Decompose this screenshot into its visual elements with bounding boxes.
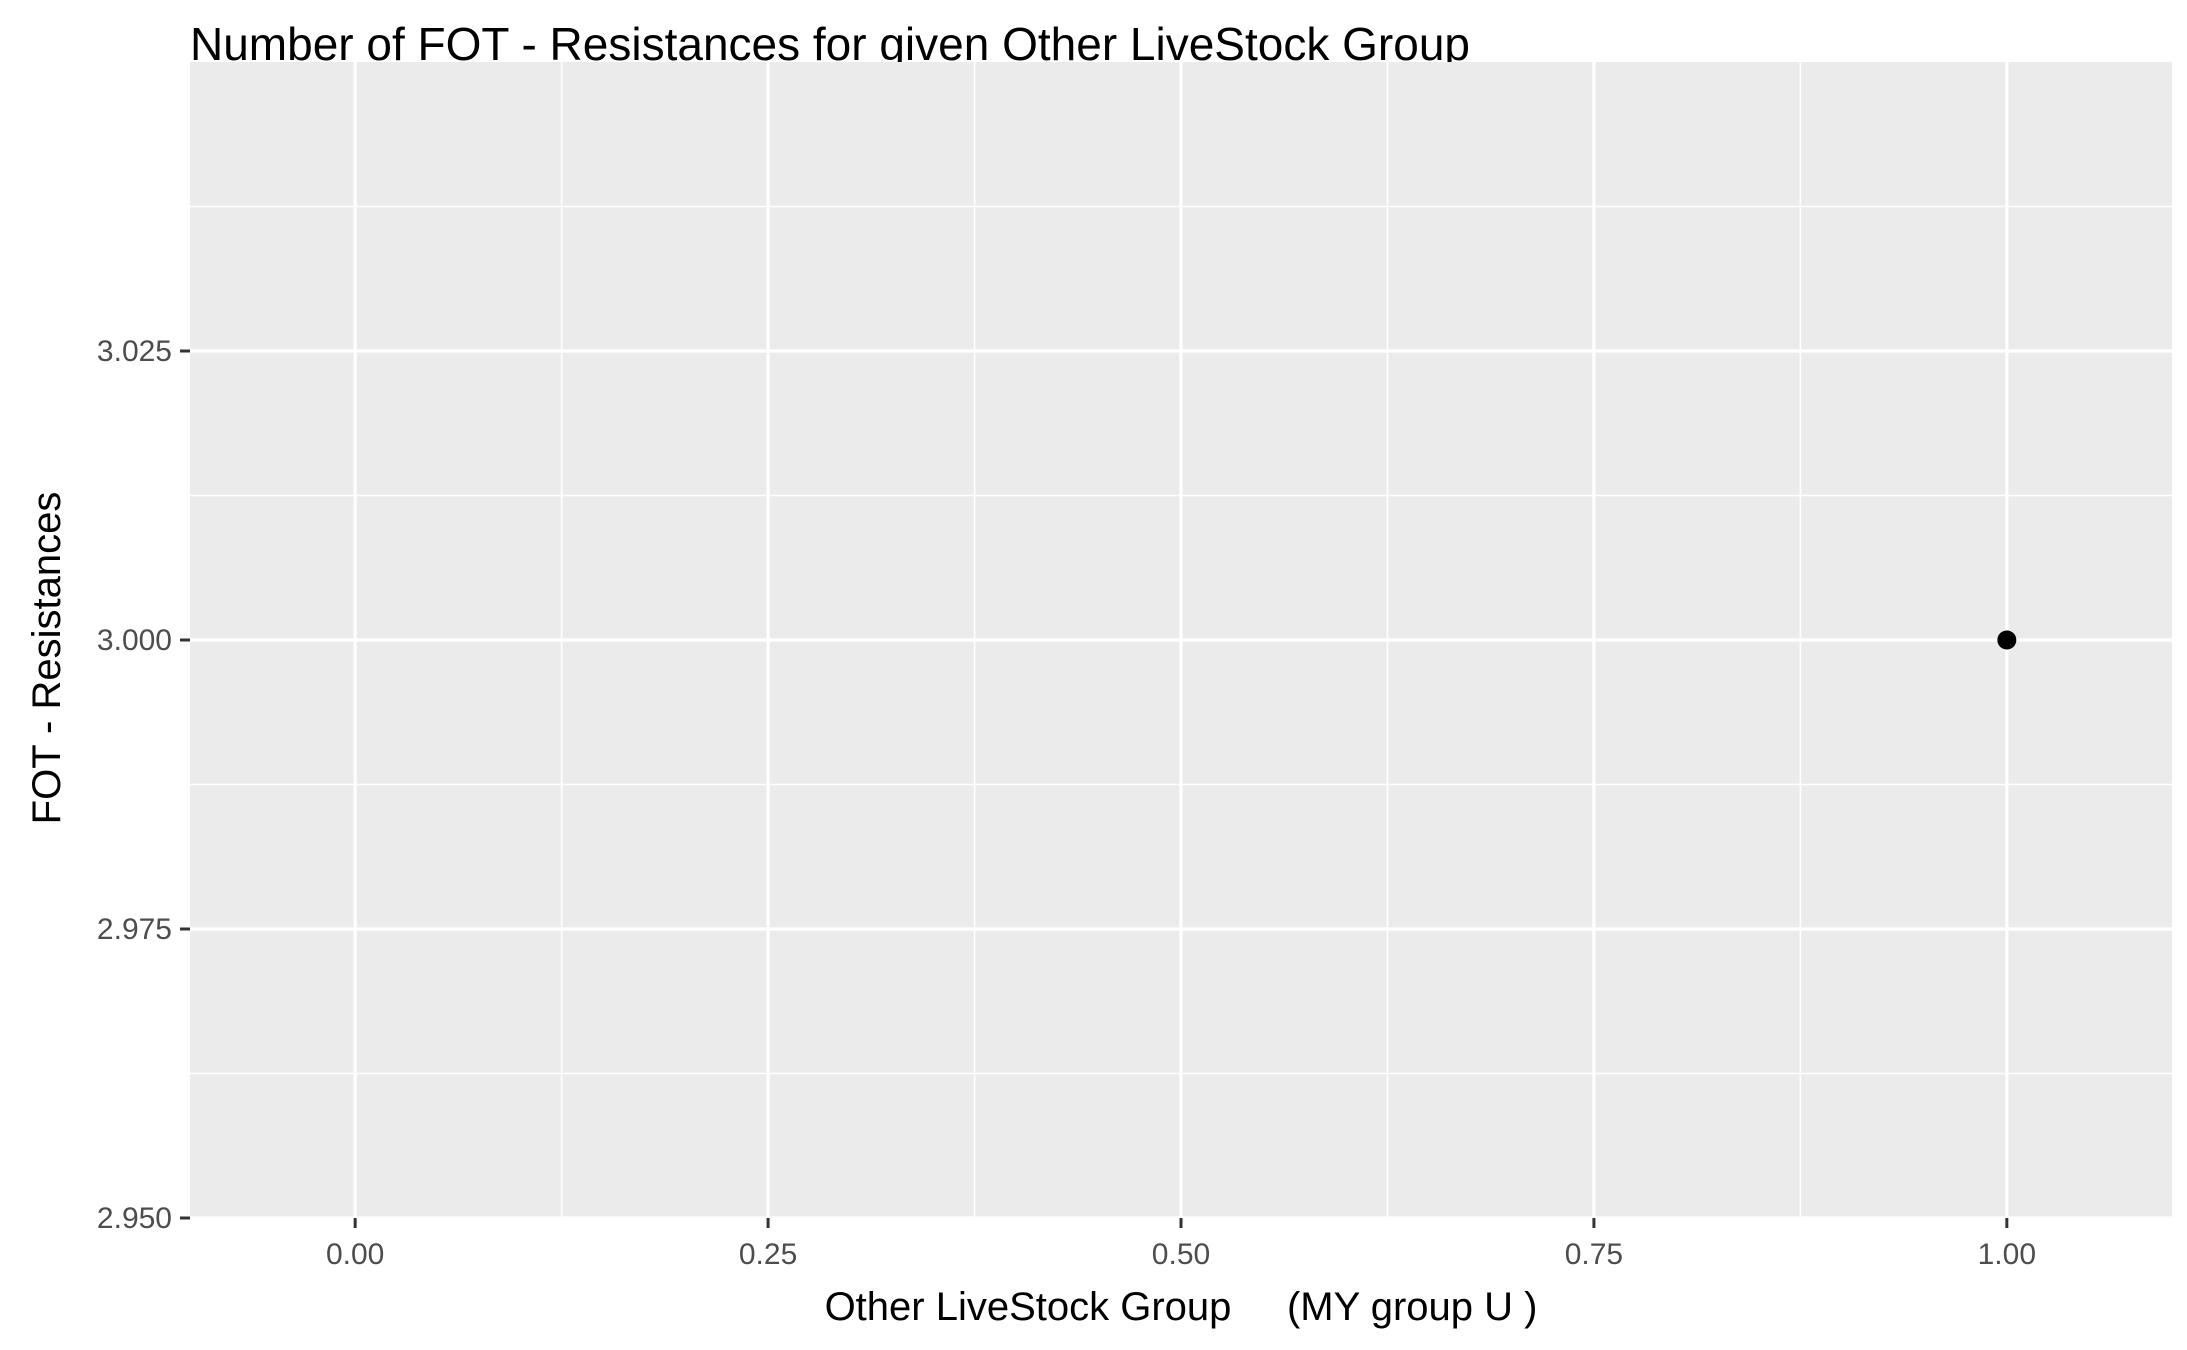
- x-tick-label: 0.00: [326, 1238, 384, 1271]
- data-point: [1997, 630, 2017, 650]
- y-tick-label: 3.025: [97, 335, 172, 368]
- grid-lines: [190, 62, 2172, 1220]
- x-axis-title: Other LiveStock Group (MY group U ): [825, 1285, 1538, 1329]
- data-points: [1997, 630, 2017, 650]
- y-tick-label: 2.950: [97, 1202, 172, 1235]
- chart-title: Number of FOT - Resistances for given Ot…: [190, 18, 1470, 70]
- axes: 0.00 0.25 0.50 0.75 1.00 2.950 2.975 3.000 3.025: [97, 335, 2036, 1271]
- y-tick-label: 2.975: [97, 913, 172, 946]
- x-tick-label: 0.50: [1152, 1238, 1210, 1271]
- x-tick-label: 0.25: [739, 1238, 797, 1271]
- x-tick-label: 0.75: [1565, 1238, 1623, 1271]
- x-tick-label: 1.00: [1978, 1238, 2036, 1271]
- y-tick-label: 3.000: [97, 624, 172, 657]
- y-axis-title: FOT - Resistances: [25, 492, 69, 825]
